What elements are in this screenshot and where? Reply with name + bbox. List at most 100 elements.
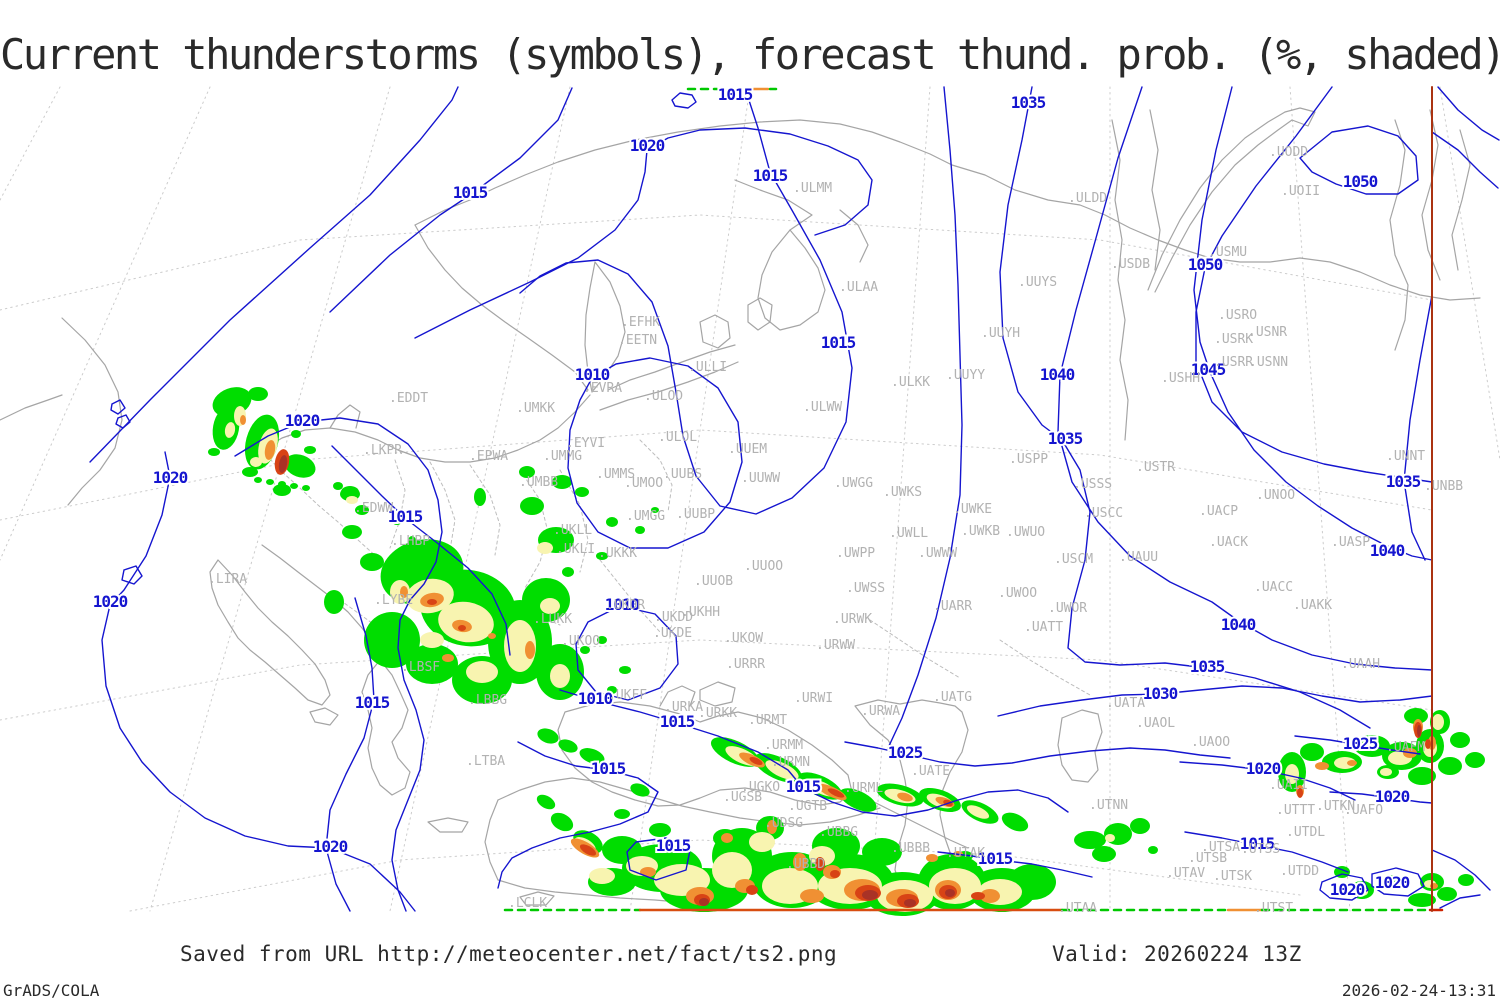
station-label: .URMN — [771, 755, 810, 770]
probability-shade-level-1 — [1432, 714, 1444, 730]
coastline — [261, 544, 376, 646]
station-label: .UACP — [1199, 504, 1238, 519]
station-label: .USCC — [1084, 506, 1123, 521]
probability-shade-level-1 — [1356, 888, 1368, 896]
station-label: .LHBP — [391, 534, 430, 549]
coastline — [414, 224, 589, 391]
station-label: .UWOR — [1048, 601, 1087, 616]
isobar-line — [101, 451, 416, 912]
coastline — [1421, 109, 1441, 281]
graticule-parallel — [0, 214, 1433, 311]
probability-shade-level-1 — [1380, 768, 1392, 776]
station-label: .UUBP — [676, 507, 715, 522]
station-label: .UWPP — [836, 546, 875, 561]
coastline — [427, 817, 469, 833]
coastline — [1111, 119, 1129, 441]
coastline — [757, 229, 826, 331]
isobar-line — [1294, 735, 1421, 755]
station-label: .EPWA — [469, 449, 508, 464]
graticule-meridian — [1289, 86, 1351, 912]
probability-shade-level-0 — [649, 823, 671, 837]
station-label: .USRO — [1218, 308, 1257, 323]
station-label: .LTBA — [466, 754, 505, 769]
station-label: .USRR — [1214, 355, 1253, 370]
coastline — [839, 209, 869, 263]
probability-shade-level-2 — [926, 854, 938, 862]
coastline — [699, 314, 731, 349]
station-label: .ULMM — [793, 181, 832, 196]
station-label: .USCM — [1054, 552, 1093, 567]
coastline — [659, 685, 696, 707]
probability-shade-level-2 — [1347, 760, 1357, 766]
coastline — [747, 297, 773, 331]
station-label: .URKA — [664, 700, 703, 715]
probability-shade-level-0 — [406, 644, 458, 684]
station-label: .LCLK — [508, 896, 547, 911]
station-label: .EYVI — [566, 436, 605, 451]
isobar-label: 1040 — [1370, 541, 1405, 560]
isobar-label: 1015 — [591, 759, 626, 778]
station-label: .EVRA — [583, 381, 622, 396]
station-label: .UBBB — [891, 841, 930, 856]
probability-shade-level-1 — [1105, 834, 1115, 842]
saved-from-url-caption: Saved from URL http://meteocenter.net/fa… — [180, 942, 838, 966]
isobar-label: 1020 — [1330, 880, 1365, 899]
station-label: .UAUU — [1119, 550, 1158, 565]
probability-shade-level-0 — [248, 387, 268, 401]
probability-shade-level-4 — [862, 890, 878, 900]
graticule-meridian — [1439, 86, 1500, 461]
coastline — [484, 799, 726, 906]
isobar-line — [1431, 131, 1499, 189]
probability-shade-level-2 — [640, 867, 656, 877]
graticule-meridian — [0, 86, 61, 201]
probability-shade-level-0 — [1450, 732, 1470, 748]
station-label: .UNOO — [1256, 488, 1295, 503]
probability-shade-level-1 — [250, 457, 262, 467]
coastline — [584, 261, 626, 393]
coastline — [61, 317, 123, 506]
station-label: .UWLL — [889, 526, 928, 541]
isobar-line — [1437, 86, 1500, 141]
probability-shade-level-0 — [392, 517, 402, 525]
station-label: .UWKS — [883, 485, 922, 500]
isobar-line — [567, 357, 743, 549]
station-label: .UTAA — [1058, 901, 1097, 916]
graticule-meridian — [869, 86, 931, 912]
station-label: .USNR — [1248, 325, 1287, 340]
probability-shade-level-0 — [342, 525, 362, 539]
probability-shade-level-1 — [420, 632, 444, 648]
probability-shade-level-1 — [1285, 764, 1299, 784]
isobar-label: 1015 — [978, 849, 1013, 868]
station-label: .UAII — [1269, 778, 1308, 793]
isobar-label: 1020 — [153, 468, 188, 487]
probability-shade-level-0 — [1404, 708, 1428, 724]
probability-shade-level-0 — [324, 590, 344, 614]
probability-shade-level-0 — [1382, 875, 1402, 889]
probability-shade-level-3 — [827, 788, 845, 798]
valid-time-caption: Valid: 20260224 13Z — [1052, 942, 1302, 966]
station-label: .UUOB — [694, 574, 733, 589]
isobar-line — [329, 87, 573, 313]
station-label: .UTKN — [1316, 799, 1355, 814]
probability-shade-level-2 — [721, 833, 733, 843]
station-label: .USNN — [1249, 355, 1288, 370]
coastline — [1389, 119, 1409, 351]
isobar-line — [115, 414, 131, 429]
isobar-label: 1010 — [575, 365, 610, 384]
isobar-line — [937, 851, 1093, 878]
coastline — [497, 777, 881, 826]
station-label: .UTSB — [1188, 851, 1227, 866]
coastline — [1149, 109, 1161, 271]
station-label: .UKDR — [606, 598, 645, 613]
probability-shade-level-0 — [290, 483, 298, 489]
country-border — [999, 639, 1091, 696]
probability-shade-level-1 — [224, 422, 236, 438]
probability-shade-level-2 — [980, 889, 1000, 903]
probability-shade-level-0 — [291, 430, 301, 438]
country-border — [869, 619, 961, 679]
probability-shade-level-0 — [355, 505, 369, 515]
probability-shade-level-0 — [520, 497, 544, 515]
station-label: .UKHH — [681, 605, 720, 620]
station-label: .UWGG — [834, 476, 873, 491]
